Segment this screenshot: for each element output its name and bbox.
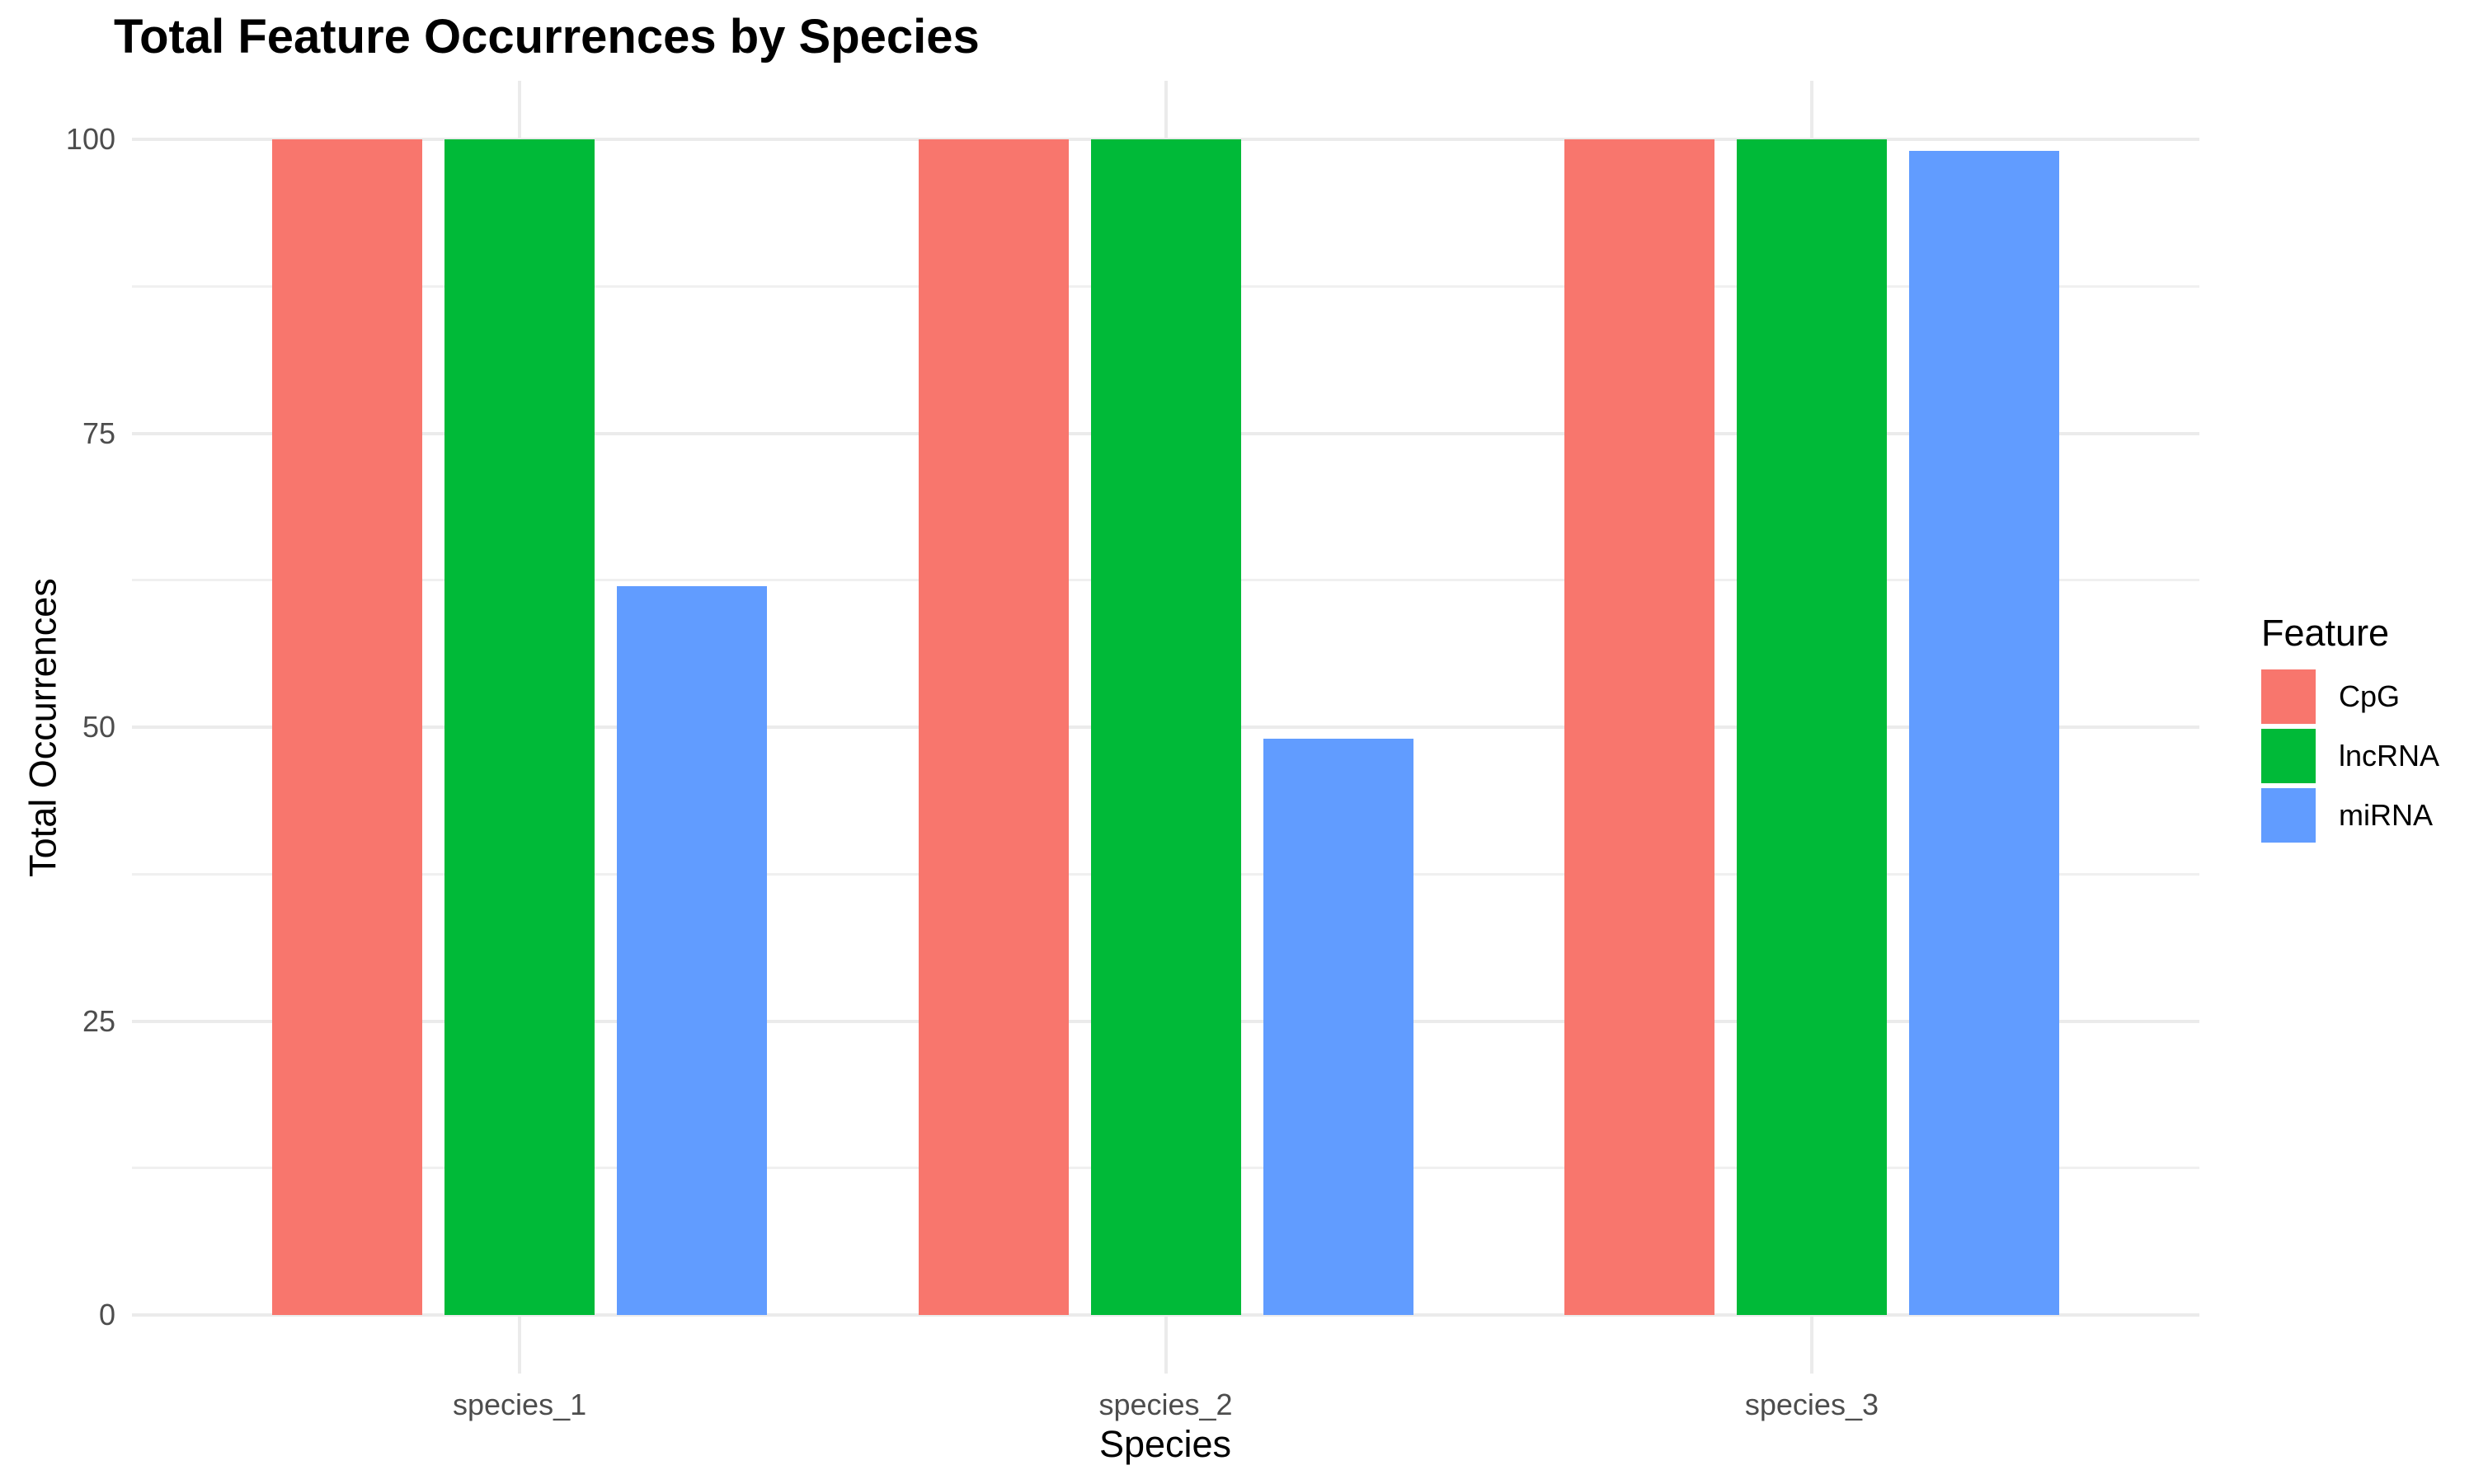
bar-species_1-lncRNA	[444, 139, 595, 1315]
legend-swatch-lncRNA	[2261, 729, 2316, 783]
legend-title: Feature	[2261, 612, 2390, 654]
legend-item-miRNA: miRNA	[2261, 788, 2439, 843]
y-tick-label-75: 75	[82, 416, 115, 450]
legend-label-CpG: CpG	[2339, 679, 2401, 713]
x-tick-label-species_2: species_2	[1098, 1388, 1233, 1421]
bar-species_3-miRNA	[1908, 151, 2059, 1315]
x-tick-label-species_3: species_3	[1744, 1388, 1879, 1421]
y-tick-label-0: 0	[98, 1298, 115, 1331]
bar-species_2-CpG	[918, 139, 1069, 1315]
y-tick-label-50: 50	[82, 710, 115, 744]
y-tick-label-25: 25	[82, 1003, 115, 1038]
bar-species_3-CpG	[1564, 139, 1714, 1315]
legend-swatch-CpG	[2261, 669, 2316, 724]
legend-label-miRNA: miRNA	[2339, 798, 2433, 832]
legend-swatch-miRNA	[2261, 788, 2316, 843]
y-tick-label-100: 100	[65, 122, 115, 156]
plot-panel	[132, 81, 2199, 1374]
bar-species_2-miRNA	[1263, 739, 1413, 1315]
x-axis-title: Species	[1098, 1423, 1232, 1465]
legend-item-lncRNA: lncRNA	[2261, 729, 2439, 783]
bar-species_1-CpG	[272, 139, 423, 1315]
bar-species_3-lncRNA	[1736, 139, 1887, 1315]
legend: Feature CpG lncRNA miRNA	[2261, 614, 2439, 848]
legend-label-lncRNA: lncRNA	[2339, 739, 2440, 773]
bar-species_1-miRNA	[617, 585, 768, 1315]
bar-species_2-lncRNA	[1090, 139, 1241, 1315]
chart-title: Total Feature Occurrences by Species	[114, 10, 980, 63]
x-tick-label-species_1: species_1	[453, 1388, 587, 1421]
legend-item-CpG: CpG	[2261, 669, 2439, 724]
legend-items: CpG lncRNA miRNA	[2261, 669, 2439, 843]
